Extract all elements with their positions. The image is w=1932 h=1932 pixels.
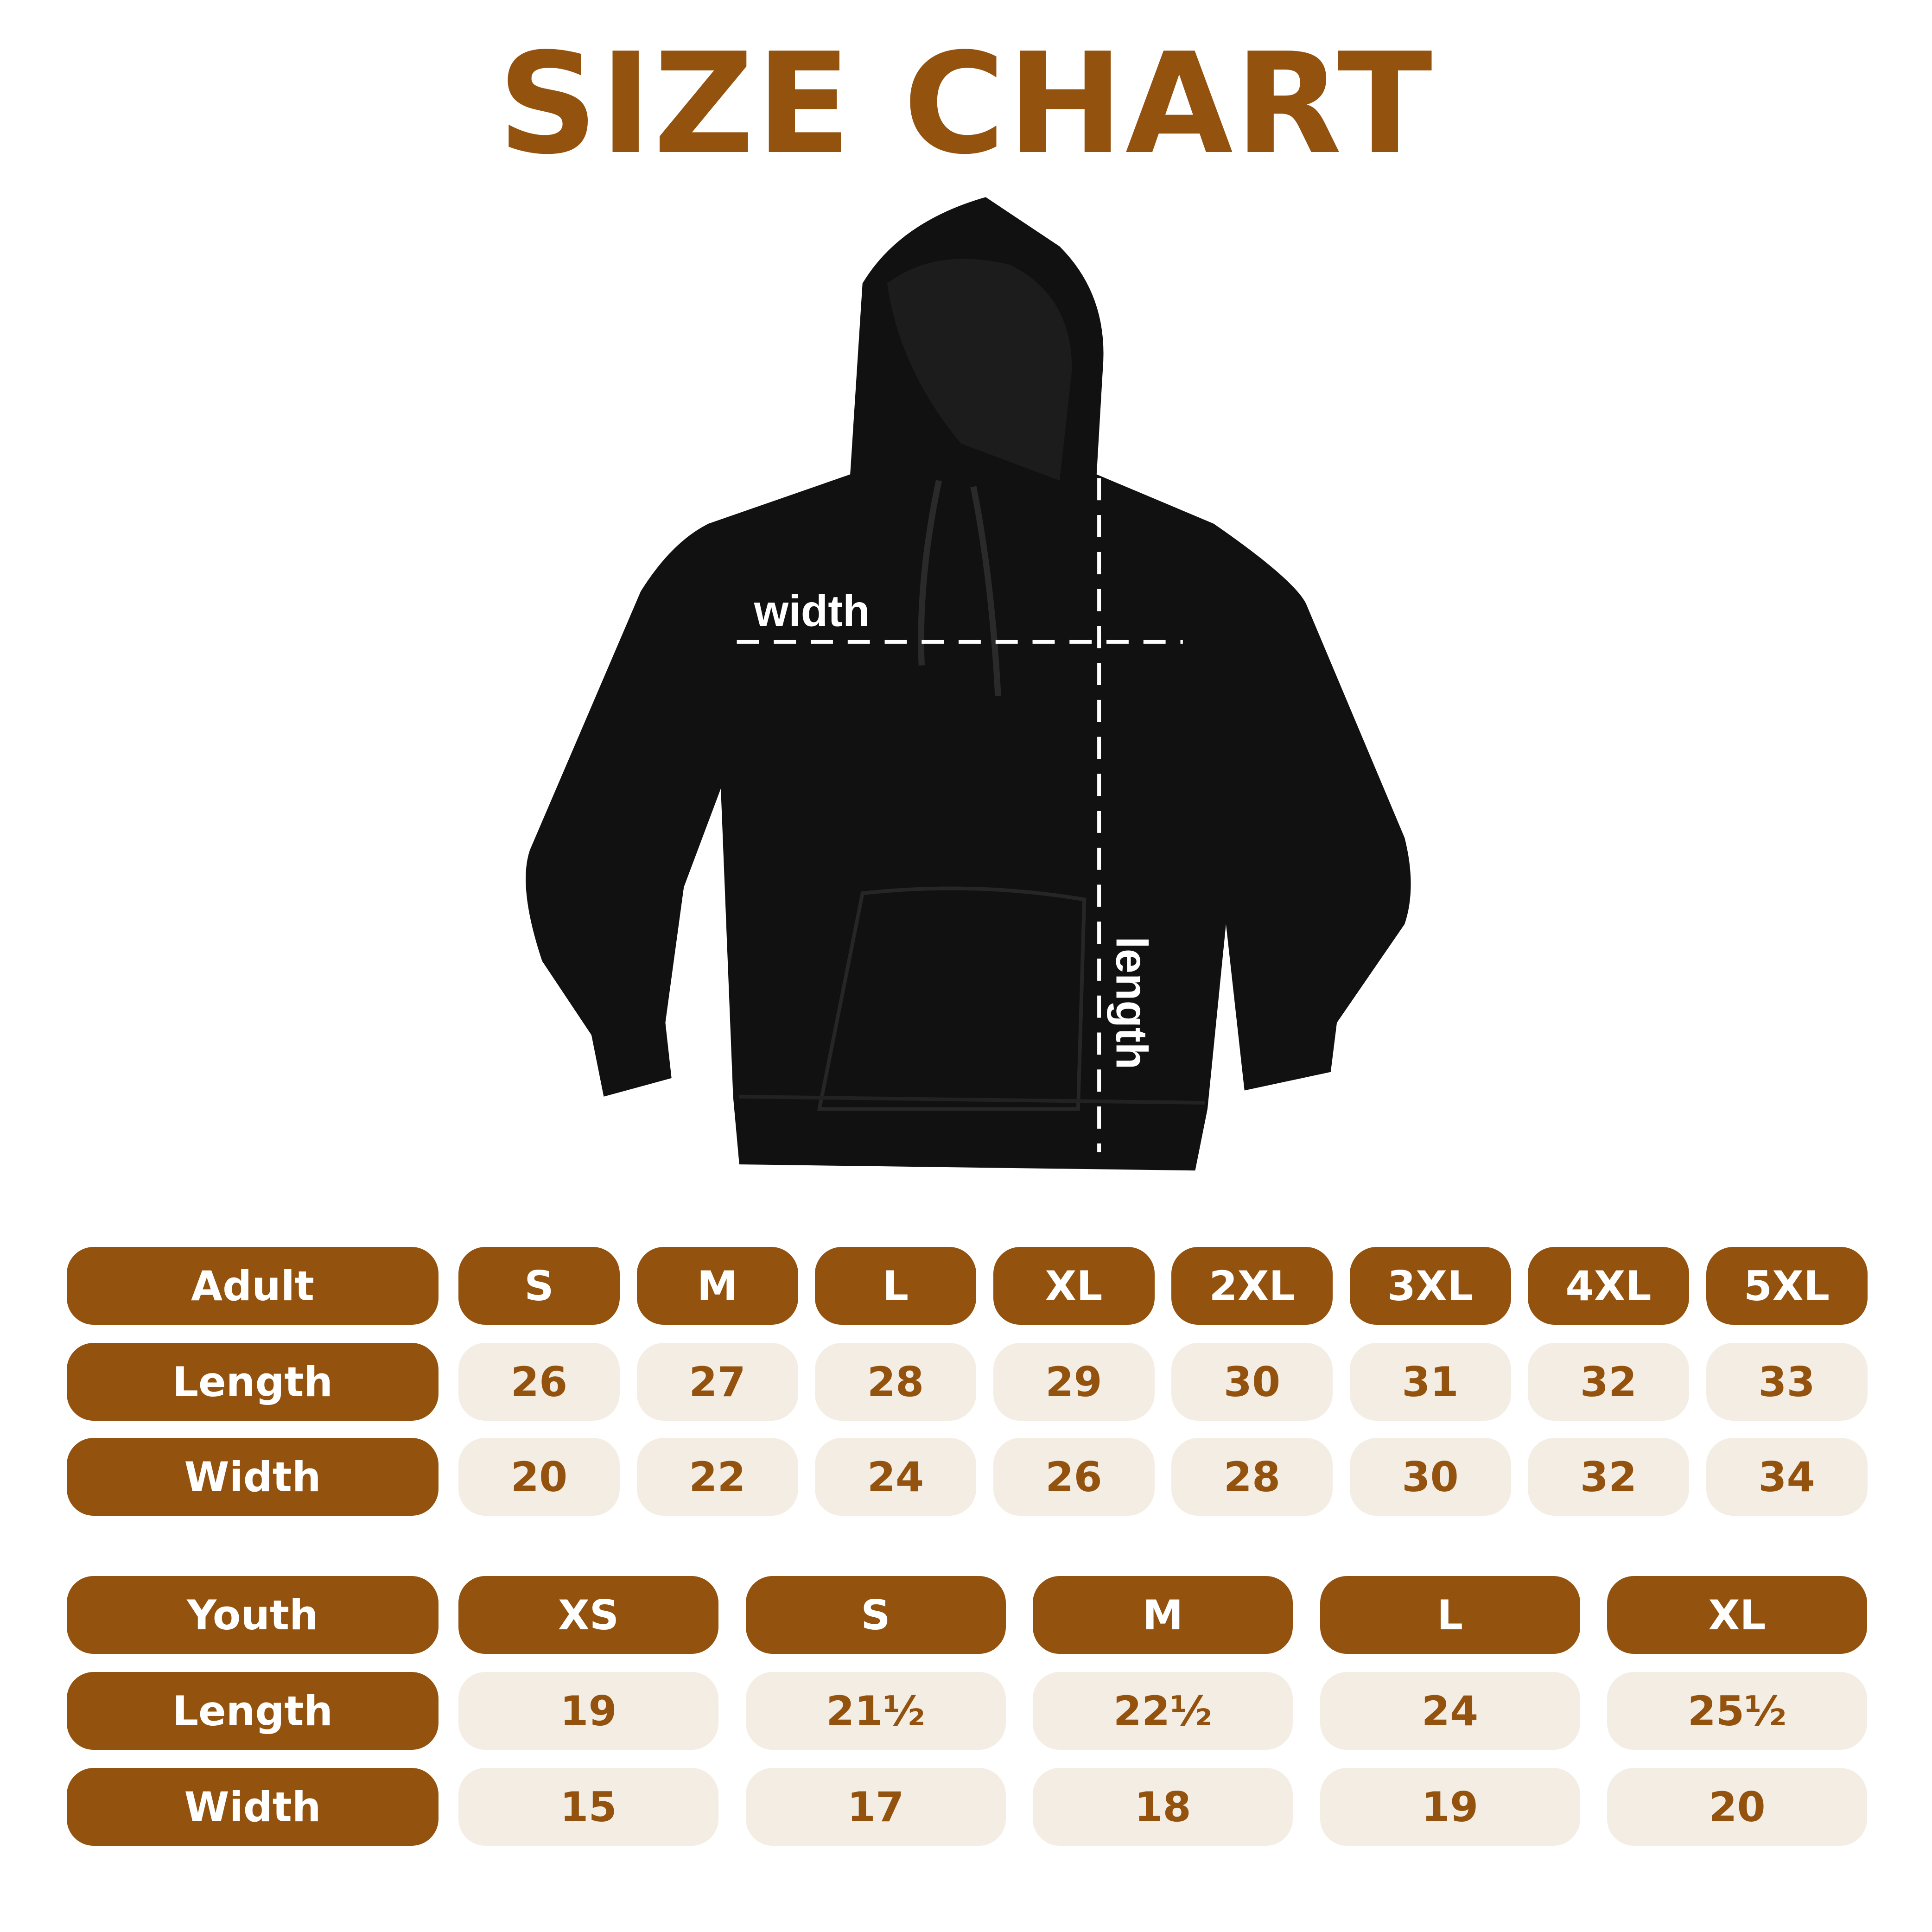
youth-value-cell: 21½ bbox=[745, 1672, 1006, 1750]
page-title: SIZE CHART bbox=[497, 23, 1435, 185]
youth-size-header: XL bbox=[1607, 1576, 1867, 1654]
youth-size-header: L bbox=[1320, 1576, 1580, 1654]
adult-value-cell: 28 bbox=[815, 1343, 976, 1421]
youth-value-cell: 19 bbox=[1320, 1768, 1580, 1846]
adult-size-header: 3XL bbox=[1349, 1247, 1511, 1325]
adult-size-header: 5XL bbox=[1706, 1247, 1868, 1325]
adult-value-cell: 22 bbox=[636, 1438, 798, 1516]
adult-value-cell: 26 bbox=[993, 1438, 1155, 1516]
adult-header-label: Adult bbox=[67, 1247, 439, 1325]
adult-value-cell: 20 bbox=[458, 1438, 620, 1516]
adult-size-header: S bbox=[458, 1247, 620, 1325]
youth-value-cell: 17 bbox=[745, 1768, 1006, 1846]
adult-value-cell: 30 bbox=[1349, 1438, 1511, 1516]
adult-size-header: 2XL bbox=[1171, 1247, 1333, 1325]
youth-value-cell: 25½ bbox=[1607, 1672, 1867, 1750]
adult-row-label: Length bbox=[67, 1343, 439, 1421]
youth-size-header: XS bbox=[458, 1576, 718, 1654]
adult-value-cell: 24 bbox=[815, 1438, 976, 1516]
youth-value-cell: 18 bbox=[1033, 1768, 1293, 1846]
youth-size-header: S bbox=[745, 1576, 1006, 1654]
width-label: width bbox=[754, 586, 870, 636]
adult-value-cell: 34 bbox=[1706, 1438, 1868, 1516]
adult-value-cell: 26 bbox=[458, 1343, 620, 1421]
youth-header-label: Youth bbox=[67, 1576, 439, 1654]
adult-size-header: XL bbox=[993, 1247, 1155, 1325]
adult-value-cell: 32 bbox=[1528, 1438, 1689, 1516]
adult-value-cell: 30 bbox=[1171, 1343, 1333, 1421]
adult-row-label: Width bbox=[67, 1438, 439, 1516]
adult-value-cell: 32 bbox=[1528, 1343, 1689, 1421]
youth-value-cell: 15 bbox=[458, 1768, 718, 1846]
length-label: length bbox=[1106, 936, 1156, 1069]
adult-value-cell: 33 bbox=[1706, 1343, 1868, 1421]
youth-size-header: M bbox=[1033, 1576, 1293, 1654]
youth-value-cell: 24 bbox=[1320, 1672, 1580, 1750]
hoodie-image bbox=[526, 197, 1411, 1171]
youth-value-cell: 22½ bbox=[1033, 1672, 1293, 1750]
youth-value-cell: 20 bbox=[1607, 1768, 1867, 1846]
adult-value-cell: 27 bbox=[636, 1343, 798, 1421]
adult-size-header: 4XL bbox=[1528, 1247, 1689, 1325]
adult-value-cell: 28 bbox=[1171, 1438, 1333, 1516]
adult-size-header: M bbox=[636, 1247, 798, 1325]
youth-value-cell: 19 bbox=[458, 1672, 718, 1750]
adult-value-cell: 29 bbox=[993, 1343, 1155, 1421]
adult-size-header: L bbox=[815, 1247, 976, 1325]
youth-row-label: Length bbox=[67, 1672, 439, 1750]
youth-row-label: Width bbox=[67, 1768, 439, 1846]
adult-value-cell: 31 bbox=[1349, 1343, 1511, 1421]
